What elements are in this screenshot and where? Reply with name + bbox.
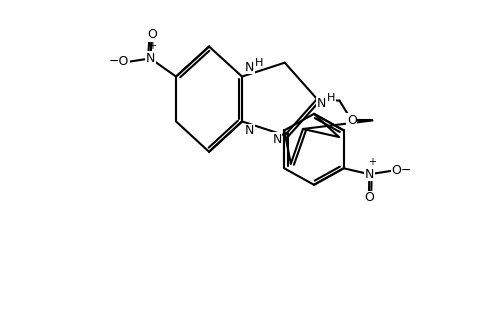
Text: N: N [245,124,254,137]
Text: +: + [368,157,376,167]
Text: O−: O− [391,164,412,178]
Text: O: O [364,191,373,205]
Text: −O: −O [109,55,129,68]
Text: H: H [255,58,263,68]
Text: O: O [147,28,157,41]
Text: N: N [272,133,282,146]
Text: O: O [347,114,357,127]
Text: H: H [327,93,335,103]
Text: N: N [245,61,254,74]
Text: N: N [365,168,374,181]
Text: N: N [146,52,155,65]
Text: +: + [148,41,156,51]
Text: N: N [316,97,326,111]
